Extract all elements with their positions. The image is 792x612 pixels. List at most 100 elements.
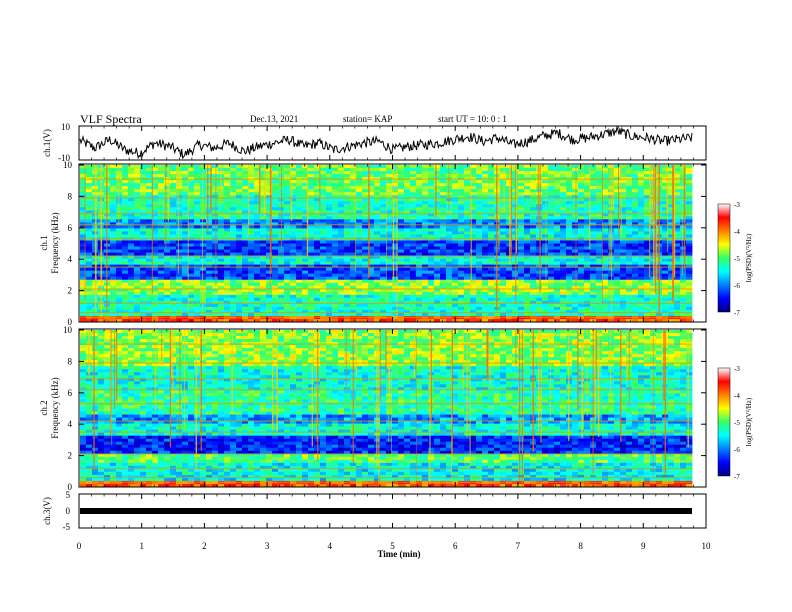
spectrogram-cell [260, 225, 267, 229]
spectrogram-cell [146, 189, 153, 193]
spectrogram-cell [380, 216, 387, 220]
spectrogram-cell [326, 192, 333, 196]
spectrogram-cell [620, 165, 627, 169]
spectrogram-cell [260, 201, 267, 205]
spectrogram-cell [440, 249, 447, 253]
spectrogram-cell [404, 201, 411, 205]
spectrogram-cell [224, 240, 231, 244]
spectrogram-cell [230, 294, 237, 299]
spectrogram-cell [212, 168, 219, 172]
spectrogram-cell [416, 249, 423, 253]
spectrogram-cell [464, 180, 471, 184]
spectrogram-cell [458, 240, 465, 244]
spectrogram-cell [488, 210, 495, 214]
spectrogram-cell [158, 249, 165, 253]
spectrogram-cell [584, 285, 591, 290]
spectrogram-cell [530, 279, 537, 284]
spectrogram-cell [614, 219, 621, 223]
spectrogram-cell [212, 294, 219, 299]
spectrogram-cell [518, 249, 525, 253]
spectrogram-cell [236, 243, 243, 247]
spectrogram-cell [566, 294, 573, 299]
spectrogram-cell [668, 288, 675, 293]
spectrogram-cell [626, 213, 633, 217]
spectrogram-cell [248, 306, 255, 311]
spectrogram-cell [500, 231, 507, 235]
spectrogram-cell [506, 276, 513, 281]
spectrogram-cell [158, 270, 165, 275]
spectrogram-cell [314, 183, 321, 187]
spectrogram-cell [392, 252, 399, 256]
spectrogram-cell [392, 273, 399, 278]
spectrogram-cell [584, 294, 591, 299]
spectrogram-cell [176, 186, 183, 190]
spectrogram-cell [524, 291, 531, 296]
spectrogram-cell [224, 264, 231, 269]
spectrogram-cell [410, 171, 417, 175]
spectrogram-cell [416, 309, 423, 314]
spectrogram-cell [230, 252, 237, 256]
spectrogram-cell [626, 243, 633, 247]
spectrogram-cell [230, 222, 237, 226]
spectrogram-cell [314, 282, 321, 287]
spectrogram-cell [680, 297, 687, 302]
spectrogram-cell [164, 219, 171, 223]
spectrogram-cell [542, 210, 549, 214]
spectrogram-cell [194, 249, 201, 253]
spectrogram-cell [272, 171, 279, 175]
spectrogram-cell [302, 204, 309, 208]
spectrogram-cell [260, 240, 267, 244]
spectrogram-cell [380, 267, 387, 272]
spectrogram-cell [344, 270, 351, 275]
spectrogram-cell [362, 195, 369, 199]
spectrogram-cell [218, 255, 225, 259]
spectrogram-cell [338, 198, 345, 202]
spectrogram-cell [608, 309, 615, 314]
spectrogram-cell [224, 288, 231, 293]
spectrogram-cell [296, 246, 303, 250]
spectrogram-cell [314, 249, 321, 253]
spectrogram-cell [590, 222, 597, 226]
spectrogram-cell [236, 168, 243, 172]
spectrogram-cell [320, 186, 327, 190]
spectrogram-cell [440, 270, 447, 275]
spectrogram-cell [500, 279, 507, 284]
spectrogram-cell [230, 171, 237, 175]
spectrogram-cell [386, 213, 393, 217]
spectrogram-cell [512, 216, 519, 220]
spectrogram-cell [422, 285, 429, 290]
spectrogram-cell [566, 309, 573, 314]
spectrogram-cell [416, 222, 423, 226]
spectrogram-cell [662, 273, 669, 278]
spectrogram-cell [476, 288, 483, 293]
spectrogram-cell [464, 285, 471, 290]
spectrogram-cell [518, 303, 525, 308]
spectrogram-cell [140, 309, 147, 314]
spectrogram-cell [638, 183, 645, 187]
spectrogram-cell [638, 234, 645, 238]
spectrogram-cell [482, 213, 489, 217]
spectrogram-cell [302, 216, 309, 220]
spectrogram-cell [290, 285, 297, 290]
spectrogram-cell [572, 303, 579, 308]
spectrogram-cell [86, 249, 93, 253]
spectrogram-cell [614, 294, 621, 299]
spectrogram-cell [506, 285, 513, 290]
spectrogram-cell [332, 189, 339, 193]
spectrogram-cell [248, 231, 255, 235]
spectrogram-cell [254, 267, 261, 272]
spectrogram-cell [662, 204, 669, 208]
spectrogram-cell [212, 303, 219, 308]
spectrogram-cell [524, 231, 531, 235]
spectrogram-cell [338, 300, 345, 305]
spectrogram-cell [422, 276, 429, 281]
spectrogram-cell [500, 264, 507, 269]
spectrogram-cell [320, 303, 327, 308]
spectrogram-cell [236, 264, 243, 269]
spectrogram-cell [638, 210, 645, 214]
spectrogram-cell [254, 270, 261, 275]
spectrogram-cell [620, 198, 627, 202]
spectrogram-cell [548, 228, 555, 232]
spectrogram-cell [350, 300, 357, 305]
spectrogram-cell [422, 210, 429, 214]
